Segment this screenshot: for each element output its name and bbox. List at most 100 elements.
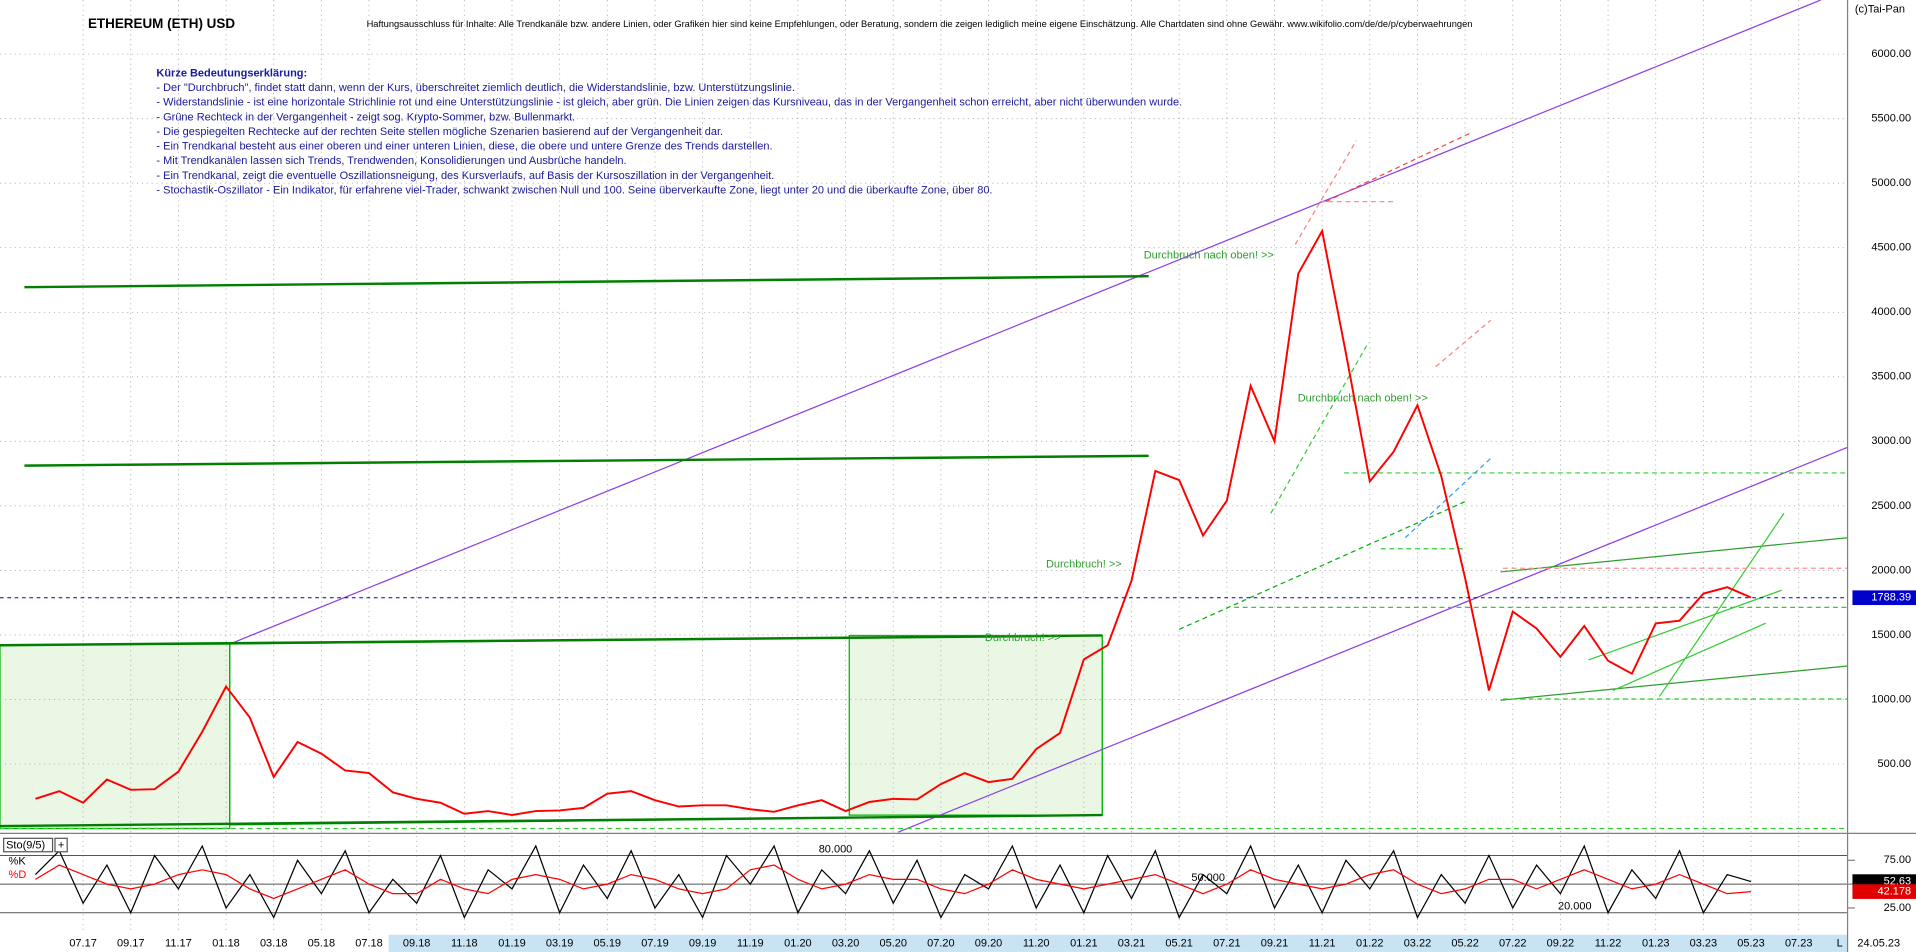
y-tick-label: 4000.00 [1871,306,1911,318]
y-tick-label: 6000.00 [1871,48,1911,60]
x-tick-label: 03.18 [260,937,288,949]
channel-line [1500,665,1848,701]
y-tick-label: 5000.00 [1871,177,1911,189]
bull-rect [848,634,1103,816]
x-tick-label: 11.17 [165,937,192,949]
x-tick-label: 05.22 [1451,937,1479,949]
x-tick-label: 05.18 [308,937,336,949]
support-line [0,634,1103,647]
annotation: Durchbruch! >> [1046,558,1122,570]
resistance-line [1294,140,1357,245]
x-tick-label: 07.17 [69,937,97,949]
note: - Grüne Rechteck in der Vergangenheit - … [156,111,575,123]
series-line [35,844,1752,919]
annotation: Durchbruch nach oben! >> [1144,249,1274,261]
y-tick-label: 2000.00 [1871,564,1911,576]
x-tick-label: 07.18 [355,937,383,949]
note: - Widerstandslinie - ist eine horizontal… [156,97,1182,109]
series-line [35,864,1752,900]
x-tick-label: 03.21 [1118,937,1146,949]
y-tick-label: 4500.00 [1871,242,1911,254]
x-tick-label: 11.22 [1595,937,1622,949]
x-tick-label: 09.18 [403,937,431,949]
x-tick-label: 05.20 [879,937,907,949]
note: - Die gespiegelten Rechtecke auf der rec… [156,126,723,138]
resistance-line [1325,131,1473,203]
x-tick-label: 09.22 [1547,937,1575,949]
x-tick-label: 01.21 [1070,937,1098,949]
y-tick-label: 1000.00 [1871,693,1911,705]
osc-legend: %K [9,855,27,867]
x-tick-label: 07.22 [1499,937,1527,949]
x-tick-label: 05.21 [1165,937,1193,949]
y-tick-label: 500.00 [1878,758,1912,770]
x-tick-label: 03.19 [546,937,574,949]
dashed-support [1178,500,1467,630]
channel-line [1500,537,1848,573]
osc-tick-label: 75.00 [1884,854,1912,866]
annotation: Durchbruch! >> [985,632,1061,644]
resistance-line [1435,319,1492,368]
osc-level-label: 80.000 [819,843,853,855]
osc-value-box [1852,884,1916,899]
legend-title: Kürze Bedeutungserklärung: [156,67,307,79]
x-tick-label: 11.19 [737,937,764,949]
x-tick-label: 01.18 [212,937,240,949]
indicator-title: Sto(9/5) [6,840,45,852]
support-line [24,454,1149,467]
osc-value-label: 42.178 [1878,885,1912,897]
osc-level-label: 50.000 [1191,872,1225,884]
osc-legend: %D [9,869,27,881]
scale-mode: L [1837,937,1843,949]
bull-rectangles [0,634,1103,830]
note: - Stochastik-Oszillator - Ein Indikator,… [156,185,992,197]
x-axis-highlight [388,934,1848,952]
channel-line [1612,622,1766,692]
x-tick-label: 01.23 [1642,937,1670,949]
y-tick-label: 1500.00 [1871,629,1911,641]
notes: - Der "Durchbruch", findet statt dann, w… [156,82,1182,197]
indicator-box [3,837,54,853]
support-line [0,813,1103,828]
osc-value-label: 52.63 [1884,876,1912,888]
x-tick-label: 07.21 [1213,937,1241,949]
x-tick-label: 09.21 [1261,937,1289,949]
trendlines [0,0,1848,833]
x-tick-label: 03.20 [832,937,860,949]
y-tick-label: 3000.00 [1871,435,1911,447]
disclaimer: Haftungsausschluss für Inhalte: Alle Tre… [367,19,1473,29]
x-tick-label: 07.19 [641,937,669,949]
note: - Der "Durchbruch", findet statt dann, w… [156,82,794,94]
x-tick-label: 07.20 [927,937,955,949]
y-tick-label: 5500.00 [1871,113,1911,125]
series-line [35,228,1752,816]
x-tick-label: 01.20 [784,937,812,949]
x-tick-label: 07.23 [1785,937,1813,949]
add-button[interactable] [54,837,68,853]
last-price-label: 1788.39 [1871,592,1911,604]
y-tick-label: 3500.00 [1871,371,1911,383]
x-tick-label: 03.23 [1690,937,1718,949]
chart-title: ETHEREUM (ETH) USD [88,16,235,31]
x-tick-label: 05.23 [1737,937,1765,949]
osc-tick-label: 25.00 [1884,902,1912,914]
note: - Ein Trendkanal, zeigt die eventuelle O… [156,170,774,182]
dashed-trend [1404,457,1492,539]
date-label: 24.05.23 [1857,937,1900,949]
y-tick-label: 2500.00 [1871,500,1911,512]
support-line [24,274,1149,289]
note: - Ein Trendkanal besteht aus einer obere… [156,141,772,153]
x-tick-label: 05.19 [594,937,622,949]
channel-line [1588,589,1782,661]
trendline [897,446,1848,833]
last-price-box [1852,590,1916,606]
copyright: (c)Tai-Pan [1855,4,1905,16]
dashed-support [1270,341,1370,514]
channel-line [1658,512,1785,697]
annotation: Durchbruch nach oben! >> [1298,392,1428,404]
note: - Mit Trendkanälen lassen sich Trends, T… [156,155,626,167]
x-tick-label: 01.19 [498,937,526,949]
x-tick-label: 03.22 [1404,937,1432,949]
